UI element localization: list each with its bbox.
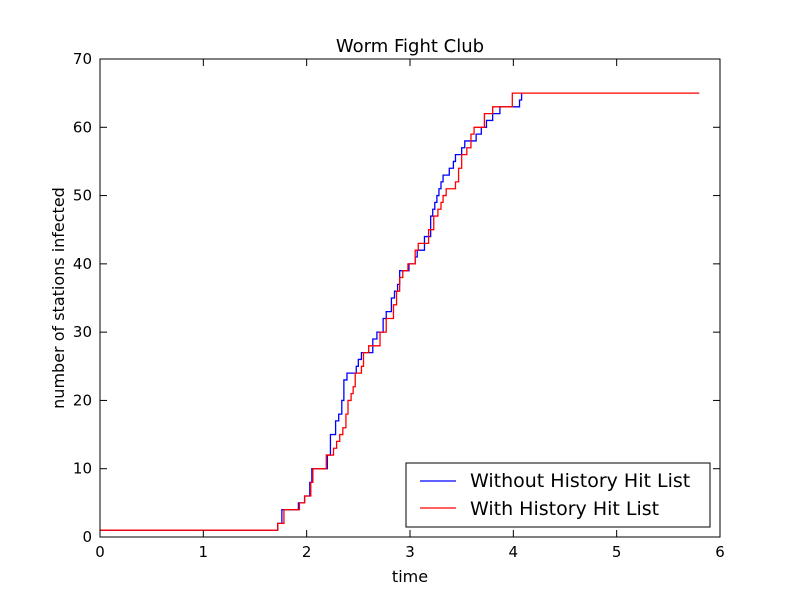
x-tick-label: 1 <box>199 543 209 561</box>
chart-title: Worm Fight Club <box>336 36 484 57</box>
y-tick-label: 50 <box>73 187 92 205</box>
y-axis-label: number of stations infected <box>49 187 68 409</box>
x-tick-label: 3 <box>405 543 415 561</box>
plot-area <box>100 59 720 537</box>
x-tick-label: 5 <box>612 543 622 561</box>
x-tick-label: 4 <box>509 543 519 561</box>
y-tick-label: 60 <box>73 118 92 136</box>
y-tick-label: 30 <box>73 323 92 341</box>
x-axis-label: time <box>392 567 428 586</box>
y-tick-label: 70 <box>73 50 92 68</box>
series-layer <box>100 92 700 531</box>
series-line-1 <box>100 92 700 531</box>
legend-box <box>405 462 711 528</box>
x-tick-label: 2 <box>302 543 312 561</box>
x-tick-label: 0 <box>95 543 105 561</box>
legend-label-with-history: With History Hit List <box>470 498 659 520</box>
legend: Without History Hit List With History Hi… <box>405 462 711 528</box>
y-tick-label: 0 <box>82 528 92 546</box>
y-tick-label: 10 <box>73 460 92 478</box>
plot-frame <box>99 58 721 538</box>
y-tick-label: 40 <box>73 255 92 273</box>
y-tick-label: 20 <box>73 391 92 409</box>
series-line-0 <box>100 93 523 531</box>
legend-label-without-history: Without History Hit List <box>470 470 690 492</box>
x-tick-label: 6 <box>715 543 725 561</box>
